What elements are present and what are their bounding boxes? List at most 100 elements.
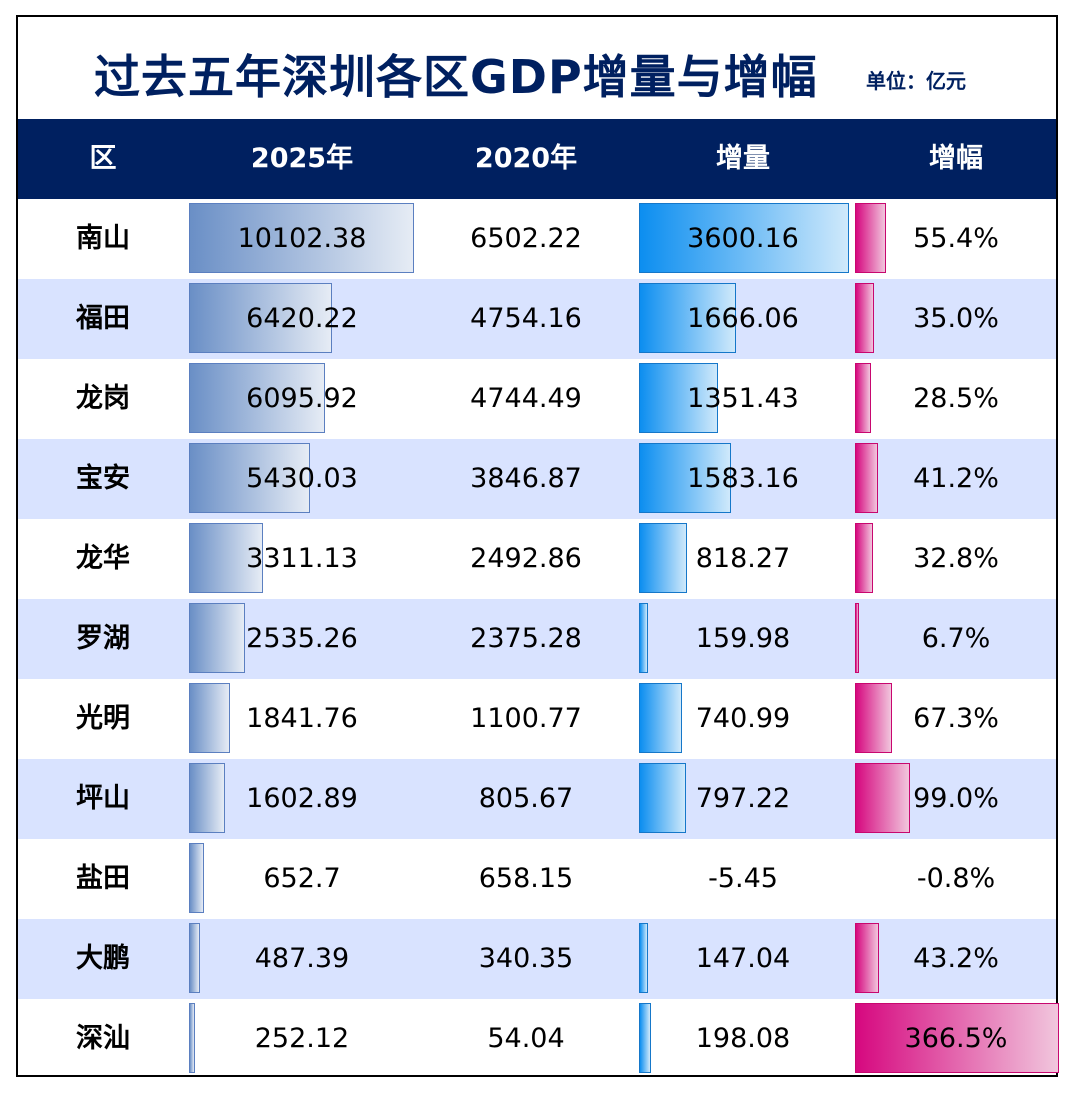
growth-bar xyxy=(855,1003,1059,1073)
growth-value: 43.2% xyxy=(913,943,999,974)
gdp2025-bar xyxy=(189,683,231,753)
gdp2025-value: 10102.38 xyxy=(237,223,367,254)
increase-value: 740.99 xyxy=(695,703,791,734)
growth-bar xyxy=(855,283,875,353)
district-label: 龙华 xyxy=(76,543,130,574)
growth-value: -0.8% xyxy=(916,863,996,894)
title-row: 过去五年深圳各区GDP增量与增幅 单位：亿元 xyxy=(18,17,1056,119)
gdp2025-value: 5430.03 xyxy=(246,463,358,494)
gdp2025-bar xyxy=(189,763,225,833)
gdp2020-value: 2375.28 xyxy=(470,623,582,654)
district-label: 南山 xyxy=(76,223,130,254)
gdp2020-value: 658.15 xyxy=(478,863,574,894)
gdp2020-value: 1100.77 xyxy=(470,703,582,734)
gdp2025-value: 2535.26 xyxy=(246,623,358,654)
growth-bar xyxy=(855,763,911,833)
gdp2025-value: 3311.13 xyxy=(246,543,358,574)
table-row: 深汕 252.12 54.04 198.08 366.5% xyxy=(18,999,1059,1079)
table-row: 福田 6420.22 4754.16 1666.06 35.0% xyxy=(18,279,1056,359)
growth-value: 32.8% xyxy=(913,543,999,574)
district-label: 宝安 xyxy=(76,463,130,494)
gdp2025-value: 1602.89 xyxy=(246,783,358,814)
district-label: 深汕 xyxy=(76,1023,130,1054)
gdp2020-value: 2492.86 xyxy=(470,543,582,574)
growth-value: 28.5% xyxy=(913,383,999,414)
table-row: 南山 10102.38 6502.22 3600.16 55.4% xyxy=(18,199,1056,279)
increase-bar xyxy=(639,923,648,993)
district-label: 坪山 xyxy=(76,783,130,814)
gdp2025-value: 6420.22 xyxy=(246,303,358,334)
gdp2025-bar xyxy=(189,443,310,513)
gdp2025-value: 487.39 xyxy=(254,943,350,974)
table-row: 龙岗 6095.92 4744.49 1351.43 28.5% xyxy=(18,359,1056,439)
gdp2025-bar xyxy=(189,203,414,273)
growth-bar xyxy=(855,443,878,513)
increase-bar xyxy=(639,763,686,833)
district-label: 罗湖 xyxy=(76,623,130,654)
gdp2025-value: 6095.92 xyxy=(246,383,358,414)
header-gdp2025: 2025年 xyxy=(250,143,354,174)
increase-bar xyxy=(639,363,718,433)
increase-bar xyxy=(639,443,732,513)
growth-bar xyxy=(855,523,874,593)
gdp2025-value: 652.7 xyxy=(263,863,341,894)
growth-value: 6.7% xyxy=(921,623,991,654)
increase-value: 1351.43 xyxy=(687,383,799,414)
gdp2025-bar xyxy=(189,523,263,593)
growth-value: 55.4% xyxy=(913,223,999,254)
growth-bar xyxy=(855,363,871,433)
district-label: 福田 xyxy=(76,303,130,334)
district-label: 龙岗 xyxy=(76,383,130,414)
gdp2020-value: 4754.16 xyxy=(470,303,582,334)
increase-value: 147.04 xyxy=(695,943,791,974)
gdp2020-value: 340.35 xyxy=(478,943,574,974)
gdp2025-bar xyxy=(189,923,200,993)
increase-value: 198.08 xyxy=(695,1023,791,1054)
table-row: 光明 1841.76 1100.77 740.99 67.3% xyxy=(18,679,1056,759)
increase-value: 1666.06 xyxy=(687,303,799,334)
table-header: 区 2025年 2020年 增量 增幅 xyxy=(18,119,1056,199)
increase-bar xyxy=(639,203,849,273)
increase-value: 1583.16 xyxy=(687,463,799,494)
increase-bar xyxy=(639,1003,651,1073)
unit-label: 单位：亿元 xyxy=(866,69,966,93)
table-row: 大鹏 487.39 340.35 147.04 43.2% xyxy=(18,919,1056,999)
header-increase: 增量 xyxy=(716,143,770,174)
increase-value: 818.27 xyxy=(695,543,791,574)
gdp2025-bar xyxy=(189,283,332,353)
table-row: 罗湖 2535.26 2375.28 159.98 6.7% xyxy=(18,599,1056,679)
growth-bar xyxy=(855,203,886,273)
gdp2020-value: 3846.87 xyxy=(470,463,582,494)
gdp2020-value: 4744.49 xyxy=(470,383,582,414)
growth-value: 41.2% xyxy=(913,463,999,494)
increase-bar xyxy=(639,683,683,753)
increase-bar xyxy=(639,283,737,353)
table-row: 龙华 3311.13 2492.86 818.27 32.8% xyxy=(18,519,1056,599)
growth-value: 366.5% xyxy=(904,1023,1008,1054)
increase-bar xyxy=(639,523,687,593)
gdp2025-bar xyxy=(189,363,325,433)
gdp2020-value: 6502.22 xyxy=(470,223,582,254)
growth-value: 99.0% xyxy=(913,783,999,814)
table-row: 盐田 652.7 658.15 -5.45 -0.8% xyxy=(18,839,1056,919)
district-label: 大鹏 xyxy=(76,943,130,974)
increase-value: 159.98 xyxy=(695,623,791,654)
growth-bar xyxy=(855,683,893,753)
increase-value: -5.45 xyxy=(708,863,778,894)
header-district: 区 xyxy=(89,143,117,174)
gdp2025-bar xyxy=(189,603,246,673)
gdp2020-value: 54.04 xyxy=(487,1023,565,1054)
table-row: 坪山 1602.89 805.67 797.22 99.0% xyxy=(18,759,1056,839)
growth-bar xyxy=(855,923,880,993)
gdp2025-bar xyxy=(189,843,204,913)
gdp2020-value: 805.67 xyxy=(478,783,574,814)
chart-title: 过去五年深圳各区GDP增量与增幅 xyxy=(94,50,818,104)
table-frame: 过去五年深圳各区GDP增量与增幅 单位：亿元 区 2025年 2020年 增量 … xyxy=(16,15,1059,1079)
increase-value: 3600.16 xyxy=(687,223,799,254)
district-label: 盐田 xyxy=(76,863,130,894)
gdp2025-value: 252.12 xyxy=(254,1023,350,1054)
growth-value: 67.3% xyxy=(913,703,999,734)
growth-bar xyxy=(855,603,859,673)
growth-value: 35.0% xyxy=(913,303,999,334)
district-label: 光明 xyxy=(76,703,130,734)
